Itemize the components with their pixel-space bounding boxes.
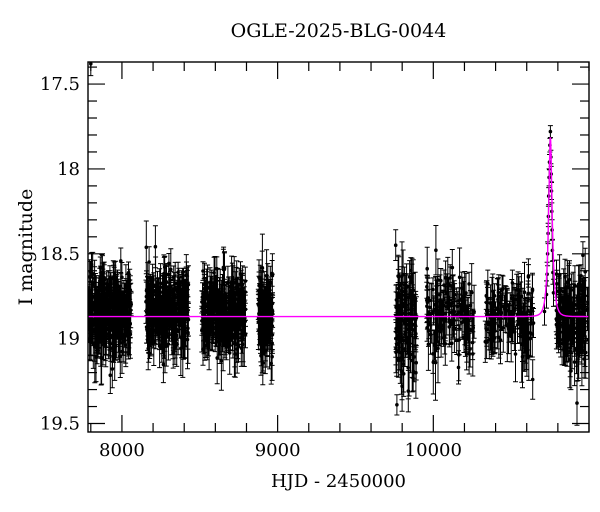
y-tick-label: 19: [57, 329, 80, 350]
y-axis-label: I magnitude: [15, 188, 37, 306]
x-axis-label: HJD - 2450000: [270, 471, 407, 492]
tick-labels: 8000 9000 10000 17.5 18 18.5 19 19.5: [40, 74, 462, 461]
error-bars: [88, 62, 580, 426]
data-cluster-season-2024: [482, 258, 536, 400]
data-cluster-season-2019: [199, 246, 248, 391]
data-cluster-season-2022: [393, 229, 419, 413]
data-cluster-season-2025-post-peak: [553, 241, 589, 389]
model-curve: [88, 137, 589, 318]
data-points: [88, 62, 589, 426]
y-tick-label: 17.5: [40, 74, 80, 95]
y-tick-label: 18: [57, 159, 80, 180]
data-cluster-season-2017: [88, 247, 134, 394]
data-outlier-points: [88, 62, 580, 426]
plot-frame: [87, 61, 590, 433]
x-tick-label: 9000: [255, 440, 301, 461]
y-tick-label: 18.5: [40, 244, 80, 265]
x-tick-label: 10000: [405, 440, 462, 461]
y-tick-label: 19.5: [40, 414, 80, 435]
x-tick-label: 8000: [99, 440, 145, 461]
data-cluster-season-2018: [143, 220, 191, 384]
plot-title: OGLE-2025-BLG-0044: [230, 20, 447, 42]
data-cluster-season-2020: [255, 233, 276, 386]
data-cluster-season-2023: [424, 225, 477, 401]
